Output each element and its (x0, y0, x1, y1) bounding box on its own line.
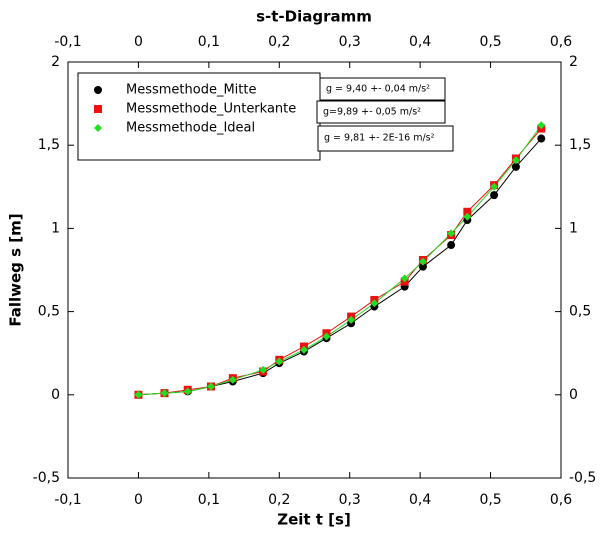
y-tick-label: 1,5 (569, 137, 591, 153)
data-point (463, 212, 472, 221)
x-tick-label: 0,2 (268, 34, 290, 50)
data-point (537, 134, 546, 143)
data-point (418, 257, 427, 266)
y-tick-label: 0 (51, 387, 60, 403)
data-point (511, 156, 520, 165)
y-axis-label: Fallweg s [m] (7, 213, 25, 326)
data-point (160, 389, 169, 398)
x-tick-label: 0,5 (479, 492, 501, 508)
data-point (347, 315, 356, 324)
x-tick-label: 0,4 (409, 34, 431, 50)
x-tick-label: 0,3 (339, 34, 361, 50)
data-point (418, 262, 427, 271)
y-tick-label: 0,5 (569, 304, 591, 320)
data-point (490, 191, 499, 200)
data-point (322, 332, 331, 341)
annotation: g = 9,40 +- 0,04 m/s² (326, 84, 430, 95)
legend-marker (94, 86, 102, 94)
y-tick-label: 0 (569, 387, 578, 403)
annotation-box (317, 125, 454, 152)
fit-line (138, 138, 542, 396)
x-tick-label: 0,3 (339, 492, 361, 508)
y-tick-label: 2 (569, 54, 578, 70)
y-tick-label: 1 (51, 220, 60, 236)
x-tick-label: 0,1 (198, 34, 220, 50)
data-point (511, 162, 520, 171)
legend-label: Messmethode_Mitte (126, 83, 256, 98)
chart-title: s-t-Diagramm (256, 8, 372, 26)
data-point (537, 121, 546, 130)
x-tick-label: 0,2 (268, 492, 290, 508)
x-tick-label: 0,6 (550, 492, 572, 508)
annotation: g = 9,81 +- 2E-16 m/s² (324, 133, 435, 144)
data-point (206, 382, 215, 391)
data-point (370, 299, 379, 308)
y-tick-label: 1,5 (38, 137, 60, 153)
y-tick-label: -0,5 (33, 470, 60, 486)
data-point (134, 390, 143, 399)
y-tick-label: 2 (51, 54, 60, 70)
x-axis-label: Zeit t [s] (277, 511, 351, 529)
legend-label: Messmethode_Unterkante (126, 102, 296, 117)
y-tick-label: 1 (569, 220, 578, 236)
plot-frame (67, 61, 562, 479)
annotation-box (316, 100, 446, 124)
data-point (490, 182, 499, 191)
x-tick-label: 0,4 (409, 492, 431, 508)
fit-line (138, 128, 542, 396)
data-point (275, 357, 284, 366)
legend-marker (94, 124, 102, 132)
data-point (447, 241, 456, 250)
annotation: g=9,89 +- 0,05 m/s² (323, 107, 421, 118)
y-tick-label: 0,5 (38, 304, 60, 320)
data-point (183, 387, 192, 396)
x-tick-label: -0,1 (54, 492, 81, 508)
x-tick-label: 0,5 (479, 34, 501, 50)
data-point (447, 229, 456, 238)
legend-box (77, 72, 321, 161)
x-tick-label: 0,6 (550, 34, 572, 50)
x-tick-label: 0 (134, 492, 143, 508)
legend-marker (94, 105, 102, 113)
data-point (400, 274, 409, 283)
data-point (299, 345, 308, 354)
y-tick-label: -0,5 (569, 470, 596, 486)
x-tick-label: 0 (134, 34, 143, 50)
data-point (259, 365, 268, 374)
x-tick-label: -0,1 (54, 34, 81, 50)
annotation-box (319, 77, 446, 101)
legend-label: Messmethode_Ideal (126, 121, 255, 136)
x-tick-label: 0,1 (198, 492, 220, 508)
fit-line (138, 124, 542, 396)
data-point (228, 375, 237, 384)
data-point (463, 207, 472, 216)
